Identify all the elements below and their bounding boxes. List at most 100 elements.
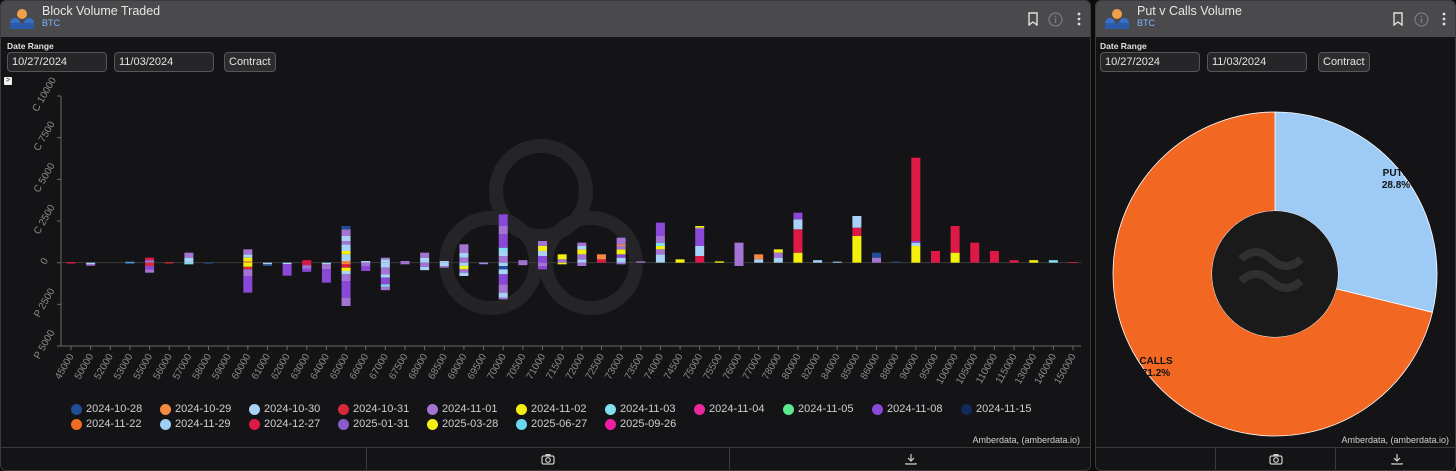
legend-item[interactable]: 2024-11-08 (872, 403, 942, 415)
bar-segment[interactable] (145, 262, 155, 266)
bar-segment[interactable] (695, 226, 705, 228)
bar-segment[interactable] (793, 252, 803, 263)
bar-segment[interactable] (498, 256, 508, 263)
bar-segment[interactable] (125, 261, 135, 263)
bar-segment[interactable] (655, 236, 665, 243)
bar-segment[interactable] (341, 271, 351, 275)
bar-segment[interactable] (321, 264, 331, 270)
bar-segment[interactable] (400, 261, 410, 263)
more-vertical-icon[interactable] (1071, 11, 1087, 27)
camera-button[interactable] (1216, 448, 1336, 470)
bar-segment[interactable] (538, 241, 548, 246)
info-icon[interactable] (1047, 11, 1063, 27)
bar-segment[interactable] (498, 214, 508, 226)
bar-segment[interactable] (852, 236, 862, 263)
legend-item[interactable]: 2024-11-02 (516, 403, 586, 415)
bar-segment[interactable] (596, 259, 606, 263)
bar-segment[interactable] (911, 242, 921, 246)
bar-segment[interactable] (380, 274, 390, 278)
bar-segment[interactable] (204, 262, 214, 264)
bar-segment[interactable] (164, 262, 174, 263)
bar-segment[interactable] (184, 252, 194, 258)
bar-segment[interactable] (557, 259, 567, 263)
bar-segment[interactable] (341, 267, 351, 271)
bar-segment[interactable] (577, 259, 587, 263)
contract-button[interactable]: Contract (1318, 52, 1370, 72)
bar-segment[interactable] (459, 272, 469, 276)
bar-segment[interactable] (361, 262, 371, 266)
bar-segment[interactable] (380, 267, 390, 275)
bar-segment[interactable] (243, 262, 253, 267)
bar-segment[interactable] (341, 261, 351, 263)
bar-segment[interactable] (498, 284, 508, 293)
legend-item[interactable]: 2024-11-01 (427, 403, 497, 415)
bar-segment[interactable] (341, 254, 351, 261)
bar-segment[interactable] (145, 257, 155, 261)
bar-segment[interactable] (243, 269, 253, 276)
legend-item[interactable]: 2025-03-28 (427, 418, 498, 430)
bar-segment[interactable] (459, 266, 469, 270)
bar-segment[interactable] (518, 262, 528, 266)
bar-segment[interactable] (262, 262, 272, 265)
expand-toggle[interactable]: > (4, 77, 12, 85)
bar-segment[interactable] (498, 251, 508, 256)
bar-segment[interactable] (872, 257, 882, 263)
legend-item[interactable]: 2025-09-26 (605, 418, 676, 430)
bar-segment[interactable] (66, 262, 76, 263)
bar-segment[interactable] (243, 276, 253, 293)
bar-segment[interactable] (459, 262, 469, 266)
download-button[interactable] (1336, 448, 1455, 470)
bar-segment[interactable] (616, 257, 626, 263)
bar-segment[interactable] (675, 259, 685, 263)
contract-button[interactable]: Contract (224, 52, 276, 72)
bar-segment[interactable] (243, 254, 253, 258)
bar-segment[interactable] (498, 226, 508, 235)
bar-segment[interactable] (655, 249, 665, 255)
bar-segment[interactable] (459, 244, 469, 253)
bar-segment[interactable] (577, 246, 587, 250)
bar-segment[interactable] (793, 212, 803, 220)
bar-segment[interactable] (439, 266, 449, 268)
end-date-input[interactable] (1207, 52, 1307, 72)
bookmark-icon[interactable] (1025, 11, 1041, 27)
bar-segment[interactable] (538, 251, 548, 256)
bar-segment[interactable] (341, 236, 351, 241)
bar-segment[interactable] (380, 259, 390, 263)
bar-segment[interactable] (459, 269, 469, 273)
bar-segment[interactable] (282, 264, 292, 276)
bar-segment[interactable] (655, 242, 665, 246)
bar-segment[interactable] (243, 261, 253, 263)
bar-segment[interactable] (616, 254, 626, 258)
bar-segment[interactable] (479, 263, 489, 265)
bar-segment[interactable] (616, 237, 626, 245)
bar-segment[interactable] (184, 262, 194, 265)
bar-segment[interactable] (341, 281, 351, 298)
bar-segment[interactable] (341, 251, 351, 255)
bar-segment[interactable] (538, 266, 548, 270)
bar-segment[interactable] (577, 262, 587, 266)
bar-segment[interactable] (243, 257, 253, 261)
bar-segment[interactable] (695, 246, 705, 256)
bar-segment[interactable] (459, 252, 469, 258)
legend-item[interactable]: 2024-11-29 (160, 418, 230, 430)
bar-segment[interactable] (1009, 260, 1019, 263)
bar-segment[interactable] (577, 249, 587, 255)
bar-segment[interactable] (950, 252, 960, 263)
bar-segment[interactable] (754, 254, 764, 260)
bar-segment[interactable] (145, 269, 155, 273)
bar-segment[interactable] (1029, 260, 1039, 263)
bar-segment[interactable] (341, 226, 351, 230)
bar-segment[interactable] (577, 242, 587, 246)
legend-item[interactable]: 2025-01-31 (338, 418, 409, 430)
bar-segment[interactable] (557, 254, 567, 260)
bookmark-icon[interactable] (1390, 11, 1406, 27)
bar-segment[interactable] (66, 262, 76, 264)
bar-segment[interactable] (891, 261, 901, 263)
bar-segment[interactable] (380, 286, 390, 291)
bar-segment[interactable] (714, 261, 724, 263)
bar-segment[interactable] (498, 269, 508, 275)
bar-segment[interactable] (184, 257, 194, 263)
bar-segment[interactable] (380, 257, 390, 260)
bar-segment[interactable] (655, 222, 665, 236)
start-date-input[interactable] (1100, 52, 1200, 72)
